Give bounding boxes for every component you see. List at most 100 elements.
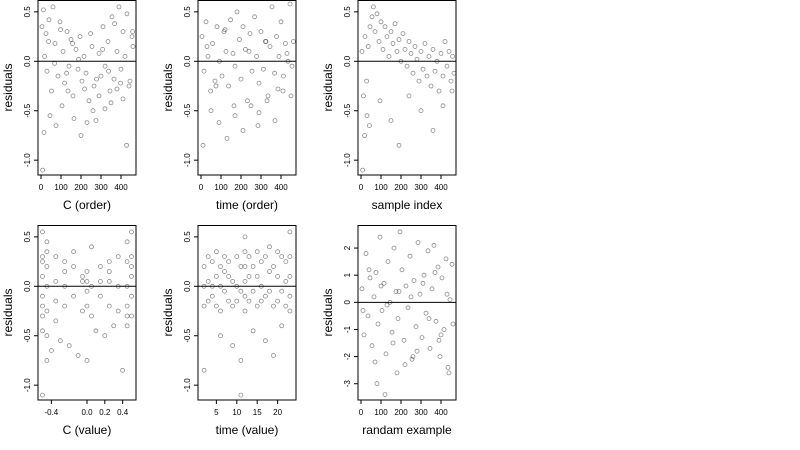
data-point	[247, 31, 253, 36]
data-point	[375, 321, 381, 327]
data-point	[130, 44, 136, 49]
data-point	[364, 113, 370, 119]
data-point	[232, 113, 238, 119]
data-point	[442, 39, 448, 44]
data-point	[122, 54, 128, 59]
data-point	[111, 323, 117, 329]
x-axis-label: randam example	[362, 423, 452, 437]
data-point	[444, 63, 450, 69]
data-point	[446, 49, 452, 54]
data-point	[410, 70, 416, 76]
data-point	[441, 327, 447, 332]
data-point	[397, 229, 403, 235]
data-point	[76, 56, 81, 62]
data-point	[226, 83, 232, 89]
x-tick-label: 5	[214, 408, 219, 417]
data-point	[367, 275, 373, 281]
data-point	[41, 7, 46, 13]
data-point	[372, 29, 378, 35]
data-point	[216, 120, 222, 125]
data-point	[124, 239, 130, 245]
data-point	[53, 254, 59, 260]
x-tick-label: 200	[394, 408, 408, 417]
data-point	[283, 278, 289, 284]
data-point	[124, 303, 130, 309]
data-point	[242, 264, 248, 269]
data-point	[388, 118, 394, 123]
data-point	[366, 123, 372, 128]
data-point	[77, 34, 83, 39]
panel-1: 0 100 200 300 400 -1.0 -0.5 0.0 0.5 C (order) resi…	[1, 0, 137, 212]
data-point	[288, 93, 294, 99]
data-point	[396, 37, 402, 42]
data-point	[419, 335, 425, 341]
y-tick-label: 0.5	[23, 6, 32, 18]
data-point	[40, 259, 45, 265]
data-point	[238, 76, 244, 82]
data-point	[390, 340, 396, 346]
data-point	[49, 88, 54, 94]
data-point	[272, 70, 278, 76]
y-tick-label: 0.0	[23, 55, 32, 67]
data-point	[242, 234, 248, 240]
data-point	[381, 280, 387, 286]
data-point	[102, 106, 108, 112]
x-tick-label: 400	[114, 183, 128, 192]
data-point	[238, 358, 244, 363]
data-point	[287, 254, 293, 260]
data-point	[201, 68, 207, 74]
data-point	[96, 51, 102, 56]
data-point	[395, 316, 401, 322]
y-tick-label: 1	[343, 272, 352, 277]
data-point	[438, 51, 444, 56]
data-point	[432, 270, 438, 275]
y-tick-label: -0.5	[183, 103, 192, 117]
data-point	[40, 328, 45, 334]
y-tick-label: 0.5	[343, 6, 352, 18]
y-tick-label: -1.0	[183, 378, 192, 392]
points	[201, 229, 293, 398]
data-point	[57, 338, 63, 344]
data-point	[84, 288, 90, 294]
data-point	[249, 68, 255, 74]
data-point	[201, 264, 207, 269]
data-point	[71, 264, 76, 269]
data-point	[93, 118, 99, 123]
data-point	[275, 249, 281, 255]
points	[40, 229, 134, 398]
data-point	[107, 88, 113, 94]
data-point	[40, 273, 45, 279]
data-point	[254, 249, 260, 255]
data-point	[40, 392, 45, 398]
data-point	[230, 278, 236, 284]
data-point	[129, 264, 134, 269]
data-point	[114, 49, 120, 54]
data-point	[226, 298, 232, 304]
data-point	[415, 240, 421, 246]
data-point	[222, 269, 227, 274]
data-point	[129, 273, 134, 279]
y-tick-label: -0.5	[183, 328, 192, 342]
data-point	[361, 332, 367, 338]
data-point	[80, 273, 85, 279]
y-tick-label: 0.5	[183, 6, 192, 18]
data-point	[228, 17, 234, 23]
x-tick-label: 300	[94, 183, 108, 192]
data-point	[203, 19, 209, 25]
data-point	[283, 303, 289, 309]
data-point	[394, 49, 400, 54]
data-point	[62, 269, 68, 274]
x-tick-label: 200	[394, 183, 408, 192]
data-point	[271, 353, 276, 358]
data-point	[289, 63, 295, 69]
data-point	[242, 293, 248, 299]
data-point	[71, 116, 77, 121]
data-point	[106, 269, 112, 274]
y-axis-label: residuals	[1, 288, 15, 336]
data-point	[436, 88, 442, 94]
data-point	[100, 24, 106, 30]
data-point	[282, 41, 288, 46]
data-point	[365, 313, 371, 319]
data-point	[377, 98, 383, 104]
data-point	[250, 328, 256, 334]
